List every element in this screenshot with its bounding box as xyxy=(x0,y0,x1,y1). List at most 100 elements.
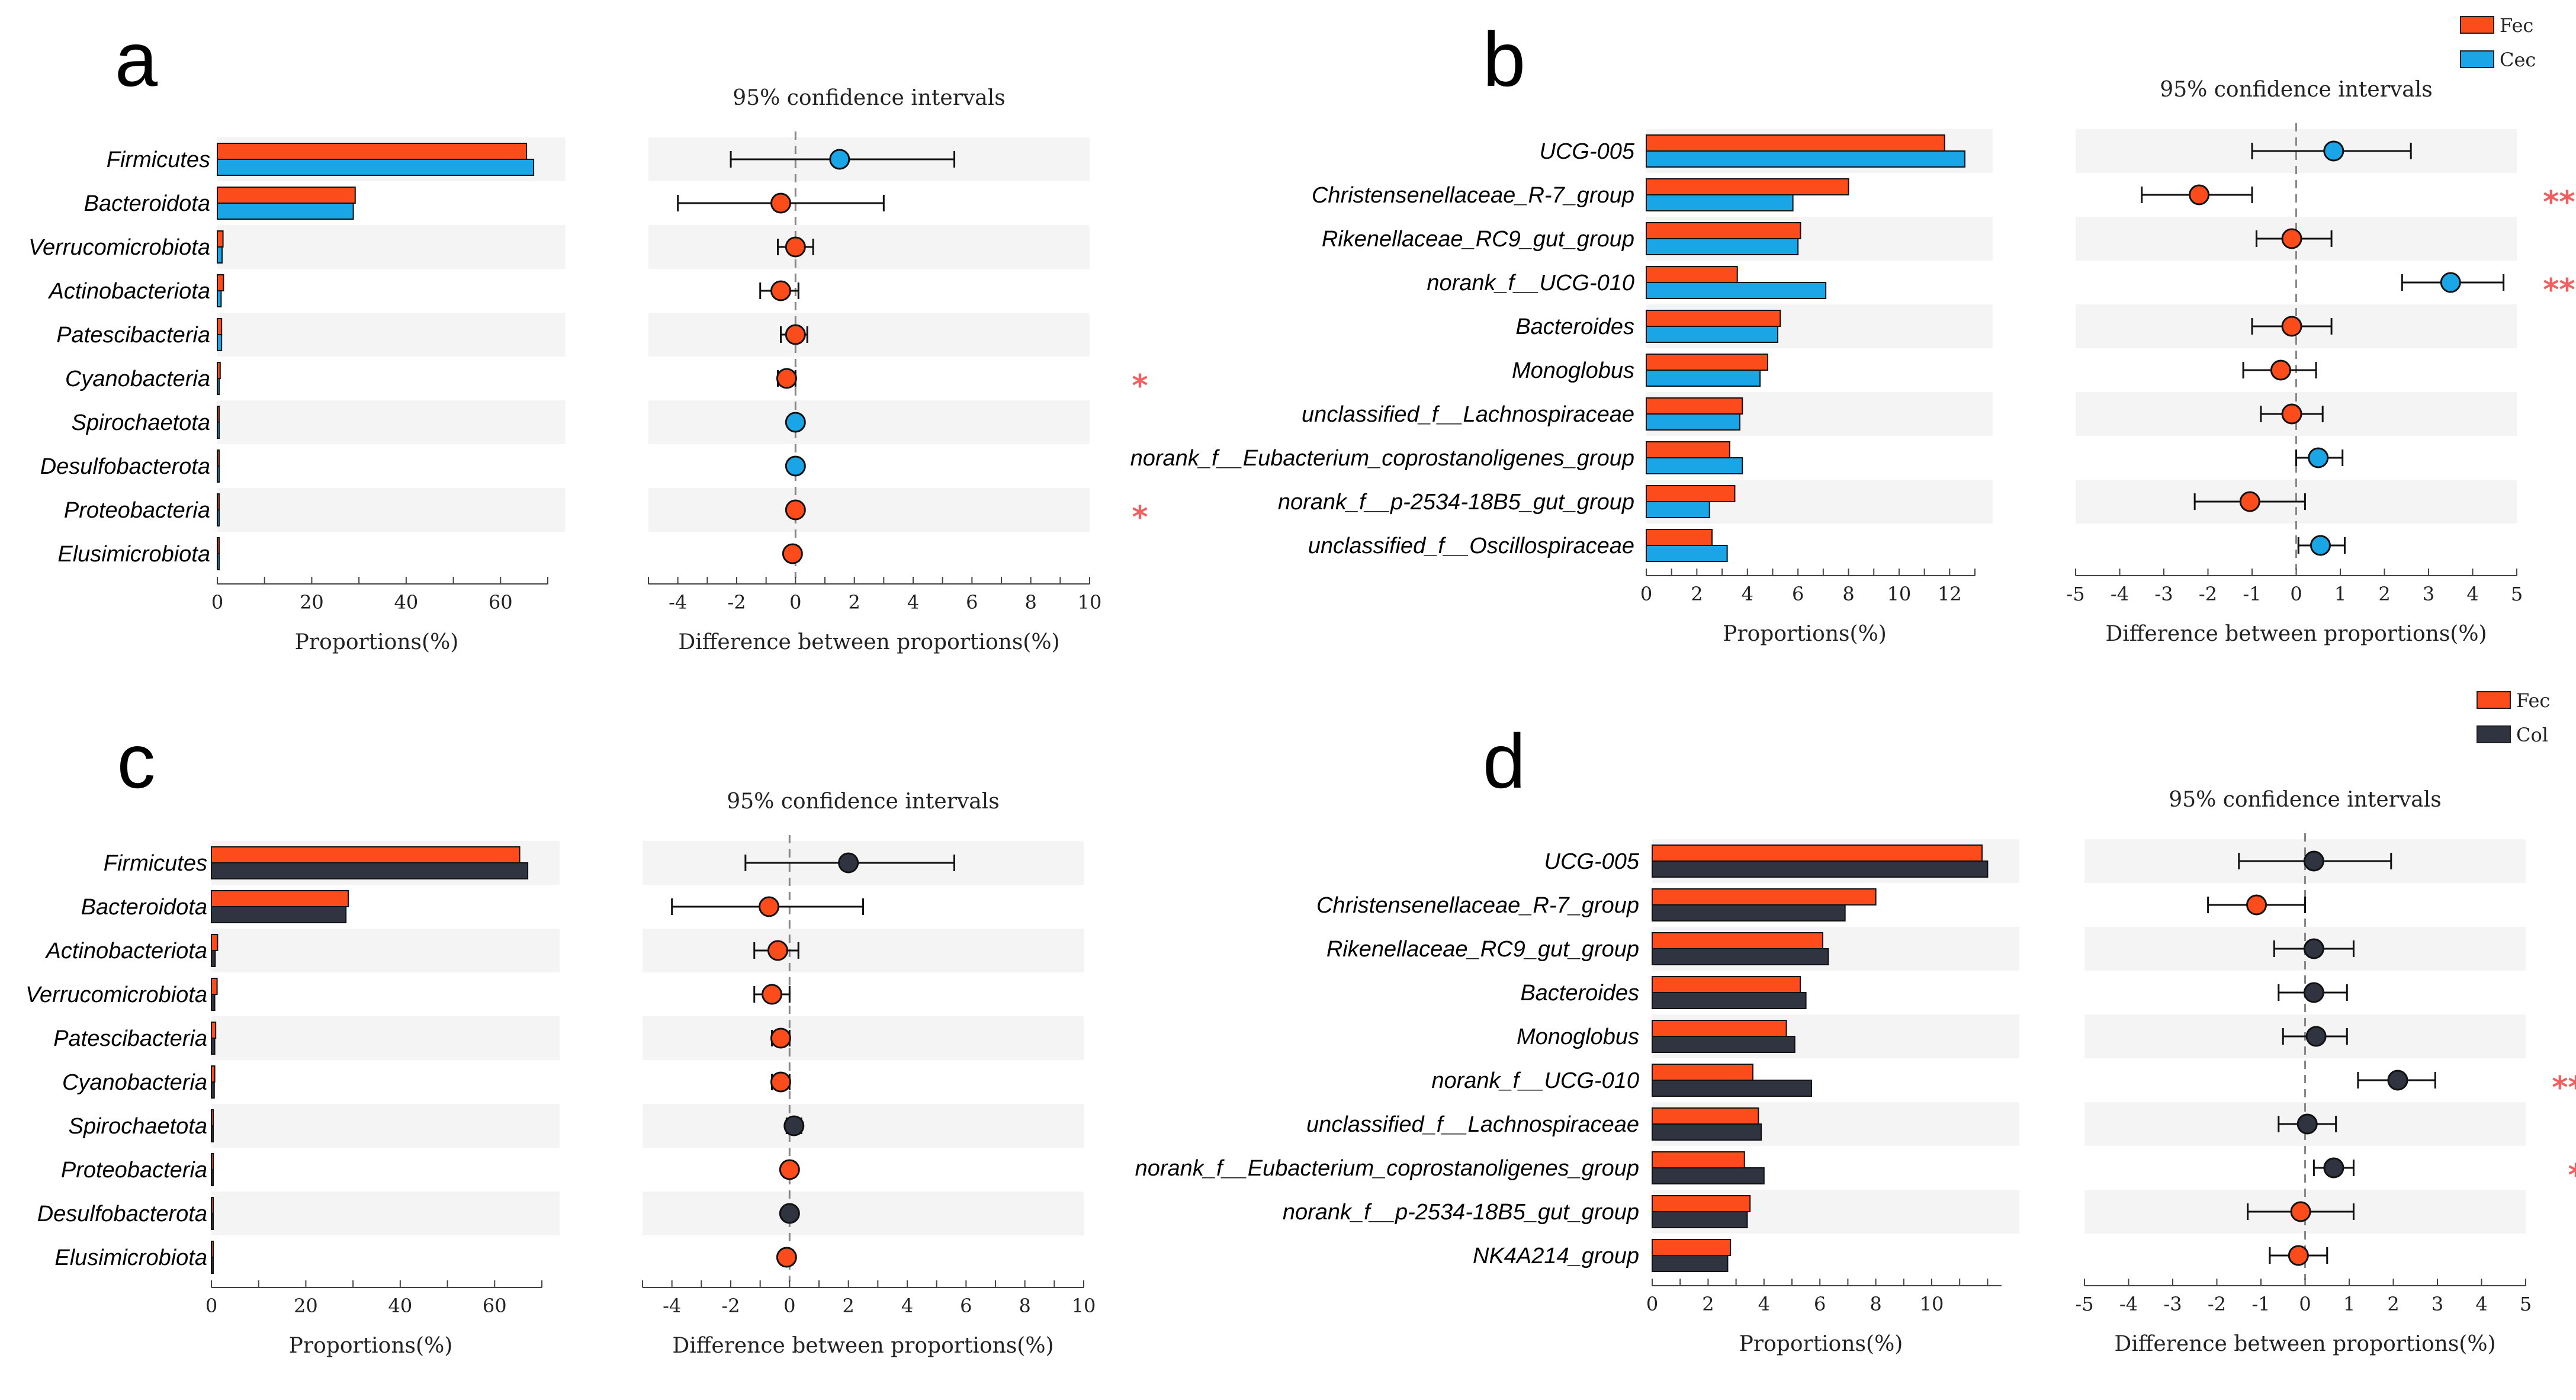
ci-x-tick-label: 1 xyxy=(2334,583,2346,605)
ci-point-fec xyxy=(770,280,791,301)
bar-x-tick-label: 20 xyxy=(294,1295,318,1317)
panel-b: b Fec Cec UCG-005 Christensenellaceae_R-7_gr… xyxy=(1130,14,2576,646)
bar-cec xyxy=(1646,150,1965,168)
taxon-label: unclassified_f__Oscillospiraceae xyxy=(1308,534,1634,558)
panel-d: d Fec Col UCG-005 Christensenellaceae_R-7_gr… xyxy=(1135,689,2576,1356)
taxon-label: Rikenellaceae_RC9_gut_group xyxy=(1326,937,1639,962)
ci-point-col xyxy=(783,1115,805,1136)
taxon-label: Elusimicrobiota xyxy=(54,1245,207,1270)
ci-point-cec xyxy=(2323,140,2344,162)
ci-point-cec xyxy=(2440,272,2461,293)
bar-col xyxy=(211,906,347,923)
ci-x-tick-label: 10 xyxy=(1072,1295,1096,1317)
ci-point-col xyxy=(779,1203,800,1224)
taxon-label: Bacteroides xyxy=(1515,314,1634,339)
bar-col xyxy=(1652,992,1807,1009)
bar-x-tick-label: 8 xyxy=(1842,583,1854,605)
bar-cec xyxy=(1646,194,1794,211)
ci-point-fec xyxy=(770,1027,791,1049)
taxon-label: Christensenellaceae_R-7_group xyxy=(1312,183,1634,208)
taxon-label: Desulfobacterota xyxy=(40,454,210,479)
significance-marker: *** xyxy=(2543,272,2576,308)
ci-point-col xyxy=(2303,938,2324,959)
ci-x-tick-label: -2 xyxy=(2208,1293,2226,1315)
bar-col xyxy=(1652,904,1846,921)
bar-col xyxy=(1652,1211,1748,1228)
bar-fec xyxy=(1652,845,1983,862)
significance-marker: *** xyxy=(2543,185,2576,220)
ci-x-tick-label: 4 xyxy=(901,1295,913,1317)
taxon-label: Spirochaetota xyxy=(69,1114,208,1139)
ci-point-fec xyxy=(2290,1201,2311,1222)
ci-row-band xyxy=(643,1192,1084,1235)
bar-fec xyxy=(217,230,224,248)
bar-col xyxy=(1652,948,1829,965)
bar-fec xyxy=(1646,529,1713,546)
bar-cec xyxy=(1646,370,1761,387)
ci-x-tick-label: -2 xyxy=(721,1295,740,1317)
bar-x-tick-label: 0 xyxy=(1640,583,1652,605)
taxon-label: Verrucomicrobiota xyxy=(28,235,210,260)
panel-a: a Firmicutes Bacteroidota Verrucomicrobiota… xyxy=(28,16,1148,654)
bar-col xyxy=(211,862,529,879)
bar-col xyxy=(1652,1255,1729,1272)
bar-col xyxy=(211,1169,214,1186)
bar-cec xyxy=(217,378,220,395)
significance-marker: * xyxy=(2568,1158,2576,1193)
bar-col xyxy=(211,1081,215,1099)
bar-fec xyxy=(211,1197,214,1214)
ci-point-cec xyxy=(829,149,850,170)
ci-x-tick-label: 6 xyxy=(966,591,978,614)
ci-x-tick-label: -2 xyxy=(2199,583,2217,605)
bar-x-tick-label: 0 xyxy=(1646,1293,1658,1315)
ci-point-col xyxy=(838,852,859,874)
bar-fec xyxy=(211,1065,216,1083)
ci-point-fec xyxy=(2288,1245,2309,1266)
ci-point-cec xyxy=(785,412,806,433)
legend-label-cec: Cec xyxy=(2500,49,2536,71)
bar-cec xyxy=(1646,282,1827,299)
taxon-label: Bacteroides xyxy=(1520,981,1639,1006)
bar-col xyxy=(211,950,216,967)
bar-fec xyxy=(1646,354,1768,371)
bar-fec xyxy=(1652,932,1823,949)
bar-fec xyxy=(1646,222,1801,239)
ci-point-fec xyxy=(785,499,806,521)
ci-point-fec xyxy=(2281,228,2302,249)
legend-swatch-cec xyxy=(2460,50,2494,68)
bar-fec xyxy=(217,187,356,204)
taxon-label: norank_f__UCG-010 xyxy=(1427,271,1634,296)
ci-point-fec xyxy=(2281,403,2302,425)
ci-point-cec xyxy=(2308,447,2329,468)
taxon-label: norank_f__UCG-010 xyxy=(1431,1068,1639,1093)
taxon-label: norank_f__Eubacterium_coprostanoligenes_… xyxy=(1130,446,1634,471)
taxon-label: Monoglobus xyxy=(1517,1025,1639,1049)
ci-point-col xyxy=(2303,850,2324,872)
taxon-label: Patescibacteria xyxy=(56,323,210,348)
bar-cec xyxy=(1646,238,1799,255)
taxon-label: norank_f__p-2534-18B5_gut_group xyxy=(1283,1200,1639,1225)
bar-x-tick-label: 0 xyxy=(211,591,223,614)
bar-cec xyxy=(1646,457,1743,474)
taxon-label: Cyanobacteria xyxy=(65,367,210,391)
bar-x-tick-label: 60 xyxy=(483,1295,507,1317)
ci-x-tick-label: -5 xyxy=(2066,583,2084,605)
bar-x-tick-label: 60 xyxy=(489,591,513,614)
bar-fec xyxy=(1652,1107,1759,1125)
ci-point-fec xyxy=(785,236,806,258)
ci-x-axis-label: Difference between proportions(%) xyxy=(672,1334,1053,1358)
taxon-label: Firmicutes xyxy=(104,851,207,876)
ci-x-tick-label: 2 xyxy=(2387,1293,2399,1315)
ci-x-axis-label: Difference between proportions(%) xyxy=(678,630,1059,654)
ci-x-axis-label: Difference between proportions(%) xyxy=(2105,622,2487,646)
bar-cec xyxy=(217,203,354,220)
bar-col xyxy=(211,994,216,1011)
bar-fec xyxy=(217,406,220,423)
bar-fec xyxy=(211,978,218,995)
taxon-label: Actinobacteriota xyxy=(48,279,211,304)
ci-x-tick-label: -4 xyxy=(663,1295,681,1317)
ci-x-tick-label: 8 xyxy=(1024,591,1036,614)
ci-row-band xyxy=(648,225,1090,269)
bar-x-tick-label: 4 xyxy=(1742,583,1753,605)
bar-col xyxy=(1652,1167,1765,1184)
